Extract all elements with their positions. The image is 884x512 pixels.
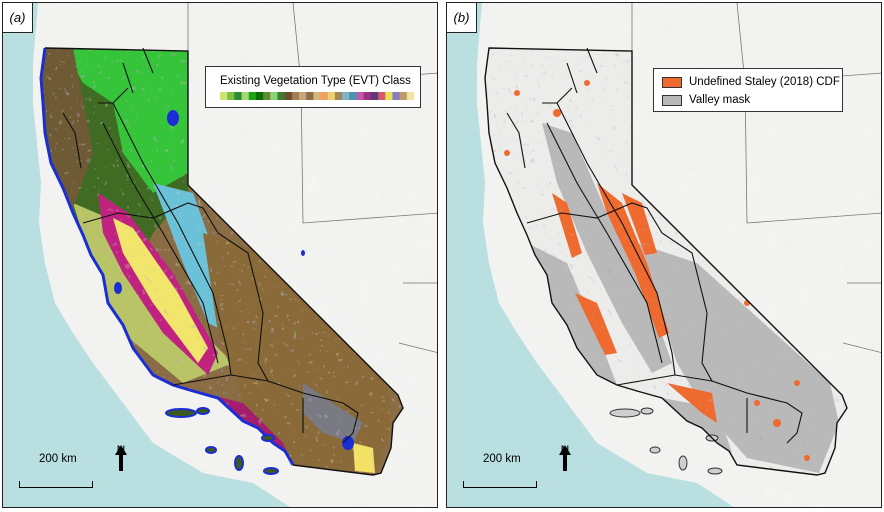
colorbar-segment bbox=[334, 92, 343, 100]
colorbar-segment bbox=[399, 92, 408, 100]
legend-title: Existing Vegetation Type (EVT) Class bbox=[220, 75, 411, 87]
colorbar-segment bbox=[284, 92, 293, 100]
north-arrow-a: N bbox=[111, 443, 131, 495]
colorbar-segment bbox=[327, 92, 336, 100]
legend-a: Existing Vegetation Type (EVT) Class bbox=[205, 66, 421, 108]
colorbar-segment bbox=[241, 92, 250, 100]
colorbar-segment bbox=[363, 92, 372, 100]
colorbar-segment bbox=[270, 92, 278, 100]
cdf-swatch bbox=[662, 76, 682, 88]
scale-label: 200 km bbox=[483, 453, 521, 465]
valley-swatch bbox=[662, 94, 682, 106]
colorbar-segment bbox=[306, 92, 314, 100]
channel-islands bbox=[609, 407, 723, 475]
map-panel-a: (a) Existing Vegetation Type (EVT) Class… bbox=[2, 2, 438, 508]
colorbar-segment bbox=[342, 92, 350, 100]
scale-bar-b: 200 km bbox=[463, 453, 543, 493]
legend-item-label: Undefined Staley (2018) CDF bbox=[689, 76, 840, 88]
lakes bbox=[114, 110, 354, 450]
north-arrow-icon bbox=[115, 445, 127, 471]
colorbar-segment bbox=[406, 92, 414, 100]
region-boundaries bbox=[506, 47, 803, 444]
colorbar-segment bbox=[313, 92, 322, 100]
colorbar-segment bbox=[299, 92, 307, 100]
colorbar-segment bbox=[277, 92, 286, 100]
legend-item-cdf: Undefined Staley (2018) CDF bbox=[662, 74, 840, 90]
legend-item-label: Valley mask bbox=[689, 94, 751, 106]
colorbar-segment bbox=[234, 92, 243, 100]
evt-colorbar bbox=[220, 92, 414, 100]
colorbar-segment bbox=[320, 92, 329, 100]
colorbar-segment bbox=[220, 92, 228, 100]
colorbar-segment bbox=[385, 92, 393, 100]
colorbar-segment bbox=[392, 92, 401, 100]
legend-b: Undefined Staley (2018) CDF Valley mask bbox=[653, 68, 843, 112]
colorbar-segment bbox=[291, 92, 300, 100]
coastline bbox=[39, 47, 295, 466]
panel-label-b: (b) bbox=[447, 3, 477, 33]
channel-islands bbox=[165, 407, 279, 475]
north-arrow-b: N bbox=[555, 443, 575, 495]
scale-bar-a: 200 km bbox=[19, 453, 99, 493]
scale-bar-line bbox=[19, 481, 93, 488]
scale-label: 200 km bbox=[39, 453, 77, 465]
colorbar-segment bbox=[255, 92, 264, 100]
map-b bbox=[477, 3, 881, 507]
map-a bbox=[33, 3, 437, 507]
colorbar-segment bbox=[263, 92, 271, 100]
panel-label-a: (a) bbox=[3, 3, 33, 33]
colorbar-segment bbox=[378, 92, 386, 100]
colorbar-segment bbox=[370, 92, 379, 100]
colorbar-segment bbox=[227, 92, 235, 100]
map-panel-b: (b) Undefined Staley (2018) CDF Valley m… bbox=[446, 2, 882, 508]
colorbar-segment bbox=[248, 92, 257, 100]
colorbar-segment bbox=[356, 92, 365, 100]
legend-item-valley: Valley mask bbox=[662, 92, 750, 108]
colorbar-segment bbox=[349, 92, 358, 100]
region-boundaries bbox=[62, 47, 359, 444]
north-arrow-icon bbox=[559, 445, 571, 471]
scale-bar-line bbox=[463, 481, 537, 488]
